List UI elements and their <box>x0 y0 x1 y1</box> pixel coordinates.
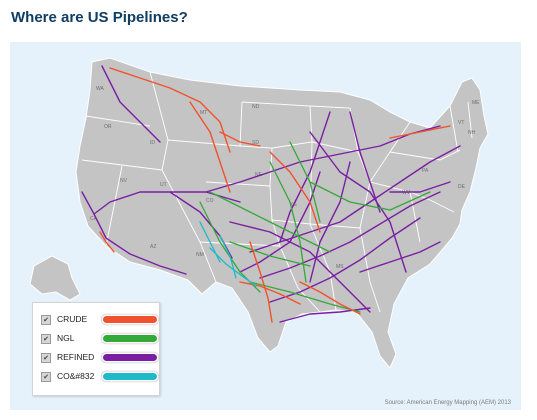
state-label-nh: NH <box>468 130 476 136</box>
checkbox-crude[interactable]: ✔ <box>41 315 51 325</box>
state-label-az: AZ <box>150 244 156 250</box>
state-label-pa: PA <box>422 168 429 174</box>
legend-swatch-co2 <box>103 373 157 380</box>
state-label-nv: NV <box>120 178 128 184</box>
legend-item-co2[interactable]: ✔ CO&#832 <box>41 370 157 384</box>
legend-swatch-ngl <box>103 335 157 342</box>
checkbox-co2[interactable]: ✔ <box>41 372 51 382</box>
state-label-mt: MT <box>200 110 207 116</box>
checkbox-refined[interactable]: ✔ <box>41 353 51 363</box>
alaska <box>29 255 81 301</box>
state-label-ut: UT <box>160 182 167 188</box>
legend-item-refined[interactable]: ✔ REFINED <box>41 351 157 365</box>
page-title: Where are US Pipelines? <box>11 9 188 26</box>
state-label-nd: ND <box>252 104 260 110</box>
state-label-nm: NM <box>196 252 204 258</box>
state-label-sd: SD <box>252 140 259 146</box>
crude-pipelines <box>99 67 451 323</box>
state-label-id: ID <box>150 140 155 146</box>
state-labels: WA OR ID MT ND SD NE NV UT CO CA AZ NM M… <box>90 86 480 270</box>
state-label-ms: MS <box>336 264 344 270</box>
state-label-ca: CA <box>90 216 98 222</box>
state-label-co: CO <box>206 198 214 204</box>
state-label-me: ME <box>472 100 480 106</box>
state-label-de: DE <box>458 184 466 190</box>
legend-label-crude: CRUDE <box>57 314 88 324</box>
pipeline-lines <box>81 65 461 323</box>
legend-swatch-refined <box>103 354 157 361</box>
legend-item-crude[interactable]: ✔ CRUDE <box>41 313 157 327</box>
legend-swatch-crude <box>103 316 157 323</box>
state-label-wa: WA <box>96 86 105 92</box>
state-label-vt: VT <box>458 120 464 126</box>
checkbox-ngl[interactable]: ✔ <box>41 334 51 344</box>
state-label-wv: WV <box>402 190 411 196</box>
ngl-pipelines <box>199 141 431 313</box>
state-label-or: OR <box>104 124 112 130</box>
legend-label-ngl: NGL <box>57 333 75 343</box>
co2-pipelines <box>199 221 257 287</box>
legend-label-co2: CO&#832 <box>57 371 95 381</box>
source-note: Source: American Energy Mapping (AEM) 20… <box>384 400 511 406</box>
pipeline-map[interactable]: WA OR ID MT ND SD NE NV UT CO CA AZ NM M… <box>10 42 521 410</box>
legend: ✔ CRUDE ✔ NGL ✔ REFINED ✔ CO&#832 <box>32 302 160 396</box>
legend-label-refined: REFINED <box>57 352 95 362</box>
legend-item-ngl[interactable]: ✔ NGL <box>41 332 157 346</box>
us-map-svg[interactable]: WA OR ID MT ND SD NE NV UT CO CA AZ NM M… <box>10 42 521 410</box>
